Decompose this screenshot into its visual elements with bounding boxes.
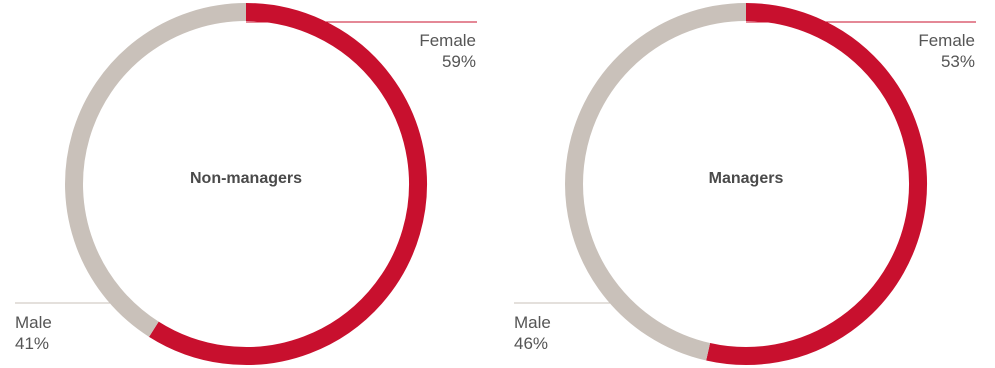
donut-chart-managers: Managers Female 53% Male 46%: [514, 3, 976, 365]
chart-title-non-managers: Non-managers: [190, 170, 302, 187]
female-value-label-managers: 53%: [941, 52, 975, 71]
female-slice-non-managers: [149, 3, 428, 365]
male-value-label-non-managers: 41%: [15, 334, 49, 353]
male-label-managers: Male: [514, 313, 551, 332]
male-slice-non-managers: [65, 3, 247, 337]
male-slice-managers: [565, 3, 747, 361]
female-label-managers: Female: [918, 31, 975, 50]
chart-title-managers: Managers: [709, 170, 784, 187]
donut-chart-non-managers: Non-managers Female 59% Male 41%: [15, 3, 477, 365]
male-label-non-managers: Male: [15, 313, 52, 332]
female-value-label-non-managers: 59%: [442, 52, 476, 71]
male-value-label-managers: 46%: [514, 334, 548, 353]
female-slice-managers: [706, 3, 927, 365]
female-label-non-managers: Female: [419, 31, 476, 50]
